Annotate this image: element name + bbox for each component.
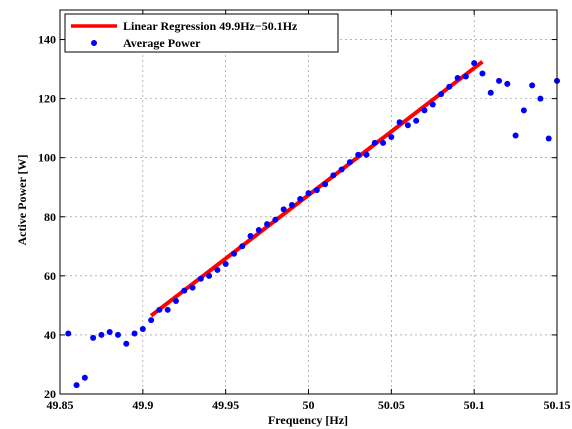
x-tick-label: 50 [303, 398, 315, 412]
average-power-point [206, 272, 213, 279]
average-power-point [272, 216, 279, 223]
average-power-point [297, 196, 304, 203]
average-power-point [90, 334, 97, 341]
average-power-point [139, 326, 146, 333]
average-power-point [520, 107, 527, 114]
average-power-point [156, 306, 163, 313]
x-tick-label: 50.05 [378, 398, 405, 412]
average-power-point [446, 83, 453, 90]
y-tick-label: 40 [44, 328, 56, 342]
average-power-point [537, 95, 544, 102]
x-tick-label: 49.9 [132, 398, 153, 412]
average-power-point [355, 151, 362, 158]
legend-label-average-power: Average Power [123, 36, 201, 50]
x-tick-label: 50.1 [464, 398, 485, 412]
y-tick-label: 60 [44, 269, 56, 283]
average-power-point [280, 206, 287, 213]
y-tick-label: 80 [44, 210, 56, 224]
legend: Linear Regression 49.9Hz−50.1Hz Average … [64, 13, 339, 53]
average-power-point [65, 330, 72, 337]
average-power-point [338, 166, 345, 173]
average-power-point [371, 139, 378, 146]
average-power-point [496, 77, 503, 84]
average-power-point [264, 221, 271, 228]
average-power-point [255, 227, 262, 234]
average-power-point [479, 70, 486, 77]
x-tick-label: 49.95 [212, 398, 239, 412]
average-power-point [222, 261, 229, 268]
average-power-point [322, 181, 329, 188]
average-power-point [164, 306, 171, 313]
average-power-point [106, 328, 113, 335]
average-power-point [504, 80, 511, 87]
average-power-point [181, 287, 188, 294]
average-power-point [388, 134, 395, 141]
tick-labels: 49.85 49.9 49.95 50 50.05 50.1 50.15 20 40 60 80 10… [38, 33, 571, 412]
y-tick-label: 20 [44, 387, 56, 401]
average-power-point [313, 187, 320, 194]
average-power-point [73, 382, 80, 389]
average-power-point [197, 275, 204, 282]
average-power-point [487, 89, 494, 96]
legend-label-regression: Linear Regression 49.9Hz−50.1Hz [123, 19, 298, 33]
average-power-point [471, 60, 478, 67]
average-power-point [429, 101, 436, 108]
average-power-point [288, 201, 295, 208]
average-power-point [305, 190, 312, 197]
average-power-point [247, 232, 254, 239]
x-tick-label: 50.15 [544, 398, 571, 412]
x-axis-label: Frequency [Hz] [268, 413, 348, 427]
average-power-point [98, 331, 105, 338]
average-power-point [189, 284, 196, 291]
average-power-point [454, 74, 461, 81]
average-power-point [114, 331, 121, 338]
average-power-point [462, 73, 469, 80]
average-power-point [421, 107, 428, 114]
plot-data [65, 60, 560, 389]
average-power-point [239, 243, 246, 250]
average-power-point [346, 159, 353, 166]
average-power-point [123, 340, 130, 347]
average-power-point [148, 317, 155, 324]
average-power-point [230, 250, 237, 257]
legend-box [64, 13, 339, 53]
y-tick-label: 140 [38, 33, 56, 47]
average-power-point [363, 151, 370, 158]
y-tick-label: 100 [38, 151, 56, 165]
average-power-point [131, 330, 138, 337]
average-power-point [512, 132, 519, 139]
average-power-point [545, 135, 552, 142]
average-power-point [172, 297, 179, 304]
average-power-point [413, 117, 420, 124]
average-power-point [438, 91, 445, 98]
x-tick-label: 49.85 [47, 398, 74, 412]
average-power-point [396, 119, 403, 126]
average-power-point [380, 139, 387, 146]
y-tick-label: 120 [38, 92, 56, 106]
average-power-point [81, 374, 88, 381]
average-power-point [529, 82, 536, 89]
average-power-point [404, 122, 411, 129]
y-axis-label: Active Power [W] [15, 154, 29, 245]
average-power-point [330, 172, 337, 179]
legend-dot-swatch [91, 40, 97, 46]
average-power-point [214, 266, 221, 273]
